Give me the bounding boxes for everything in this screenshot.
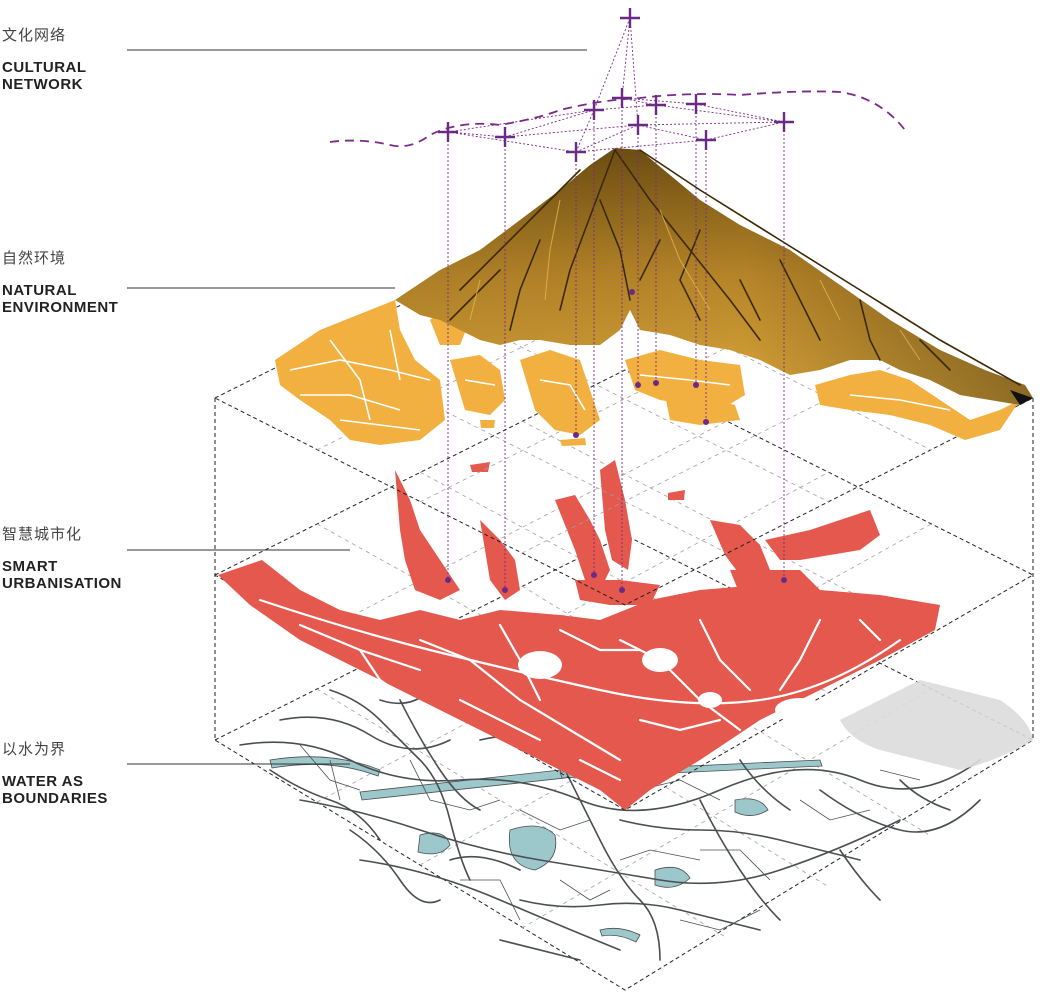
node-cross xyxy=(774,112,794,132)
urban-voids xyxy=(518,648,825,722)
label-zh: 自然环境 xyxy=(2,249,67,267)
mountain-ridges xyxy=(449,149,1021,386)
label-water-as-boundaries: 以水为界 WATER AS BOUNDARIES xyxy=(2,738,108,807)
node-cross xyxy=(646,95,666,115)
urban-layer xyxy=(213,369,1035,811)
water-network xyxy=(239,689,981,961)
label-cultural-network: 文化网络 CULTURAL NETWORK xyxy=(2,24,87,93)
label-zh: 文化网络 xyxy=(2,26,67,44)
node-cross xyxy=(438,122,458,142)
label-natural-environment: 自然环境 NATURAL ENVIRONMENT xyxy=(2,247,118,316)
cultural-links xyxy=(447,17,785,153)
label-en: NATURAL ENVIRONMENT xyxy=(2,282,119,316)
mountain-highlights xyxy=(469,199,921,361)
node-cross xyxy=(620,8,640,28)
node-cross xyxy=(612,88,632,108)
cultural-layer xyxy=(329,8,906,593)
node-cross xyxy=(696,130,716,150)
node-cross xyxy=(566,142,586,162)
natural-fields xyxy=(289,329,951,431)
label-en: CULTURAL NETWORK xyxy=(2,59,87,93)
label-en: WATER AS BOUNDARIES xyxy=(2,773,108,807)
node-cross xyxy=(495,127,515,147)
node-cross xyxy=(628,115,648,135)
label-zh: 以水为界 xyxy=(2,740,67,758)
water-relief xyxy=(840,680,1033,770)
label-zh: 智慧城市化 xyxy=(2,525,83,543)
cultural-river xyxy=(329,90,906,148)
mountain xyxy=(395,148,1033,405)
node-cross xyxy=(686,94,706,114)
natural-layer xyxy=(213,148,1035,606)
cultural-nodes xyxy=(438,8,794,162)
label-en: SMART URBANISATION xyxy=(2,558,122,592)
mountain-dark-tip xyxy=(1010,390,1033,405)
node-cross xyxy=(584,100,604,120)
label-smart-urbanisation: 智慧城市化 SMART URBANISATION xyxy=(2,523,122,592)
cultural-dots xyxy=(445,289,787,593)
urban-roads xyxy=(258,598,902,782)
cultural-droplines xyxy=(447,98,785,590)
leader-lines xyxy=(127,49,587,765)
